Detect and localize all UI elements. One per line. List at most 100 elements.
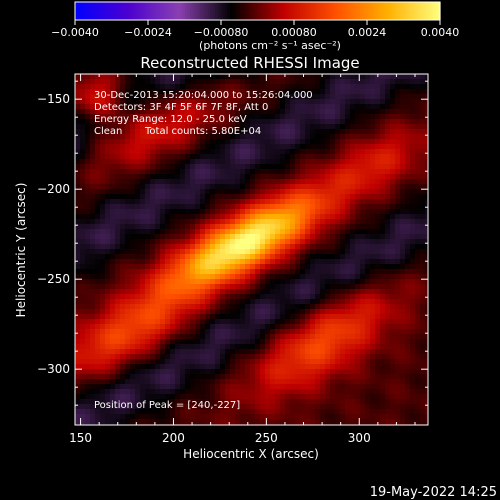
- heatmap-cell: [405, 109, 411, 115]
- heatmap-cell: [290, 109, 296, 115]
- heatmap-cell: [230, 174, 236, 180]
- heatmap-cell: [295, 329, 301, 335]
- heatmap-cell: [115, 149, 121, 155]
- heatmap-cell: [85, 84, 91, 90]
- heatmap-cell: [400, 344, 406, 350]
- heatmap-cell: [425, 99, 429, 105]
- heatmap-cell: [410, 404, 416, 410]
- colorbar-cell: [170, 2, 174, 20]
- heatmap-cell: [385, 154, 391, 160]
- heatmap-cell: [245, 234, 251, 240]
- heatmap-cell: [385, 284, 391, 290]
- heatmap-cell: [400, 279, 406, 285]
- heatmap-cell: [375, 309, 381, 315]
- heatmap-cell: [305, 284, 311, 290]
- heatmap-cell: [110, 214, 116, 220]
- heatmap-cell: [370, 349, 376, 355]
- heatmap-cell: [160, 144, 166, 150]
- heatmap-cell: [310, 104, 316, 110]
- colorbar-cell: [295, 2, 299, 20]
- heatmap-cell: [300, 194, 306, 200]
- heatmap-cell: [405, 289, 411, 295]
- heatmap-cell: [290, 179, 296, 185]
- heatmap-cell: [375, 84, 381, 90]
- heatmap-cell: [140, 224, 146, 230]
- heatmap-cell: [180, 174, 186, 180]
- heatmap-cell: [275, 129, 281, 135]
- heatmap-cell: [245, 224, 251, 230]
- heatmap-cell: [250, 334, 256, 340]
- heatmap-cell: [305, 354, 311, 360]
- heatmap-cell: [155, 104, 161, 110]
- heatmap-cell: [310, 249, 316, 255]
- heatmap-cell: [115, 364, 121, 370]
- heatmap-cell: [210, 144, 216, 150]
- heatmap-cell: [380, 404, 386, 410]
- heatmap-cell: [325, 184, 331, 190]
- heatmap-cell: [275, 94, 281, 100]
- heatmap-cell: [350, 374, 356, 380]
- heatmap-cell: [385, 279, 391, 285]
- heatmap-cell: [155, 199, 161, 205]
- heatmap-cell: [165, 199, 171, 205]
- heatmap-cell: [260, 259, 266, 265]
- heatmap-cell: [150, 404, 156, 410]
- heatmap-cell: [310, 189, 316, 195]
- heatmap-cell: [100, 344, 106, 350]
- heatmap-cell: [120, 114, 126, 120]
- heatmap-cell: [75, 264, 81, 270]
- heatmap-cell: [150, 294, 156, 300]
- heatmap-cell: [95, 174, 101, 180]
- heatmap-cell: [340, 279, 346, 285]
- heatmap-cell: [420, 359, 426, 365]
- heatmap-cell: [75, 284, 81, 290]
- heatmap-cell: [275, 299, 281, 305]
- heatmap-cell: [210, 264, 216, 270]
- heatmap-cell: [305, 244, 311, 250]
- heatmap-cell: [160, 94, 166, 100]
- heatmap-cell: [140, 229, 146, 235]
- heatmap-cell: [255, 369, 261, 375]
- heatmap-cell: [400, 124, 406, 130]
- heatmap-cell: [390, 84, 396, 90]
- heatmap-cell: [165, 189, 171, 195]
- heatmap-cell: [210, 299, 216, 305]
- heatmap-cell: [330, 289, 336, 295]
- heatmap-cell: [265, 184, 271, 190]
- heatmap-cell: [200, 339, 206, 345]
- heatmap-cell: [245, 119, 251, 125]
- heatmap-cell: [415, 124, 421, 130]
- heatmap-cell: [400, 214, 406, 220]
- heatmap-cell: [280, 114, 286, 120]
- heatmap-cell: [330, 109, 336, 115]
- heatmap-cell: [385, 274, 391, 280]
- heatmap-cell: [180, 304, 186, 310]
- heatmap-cell: [305, 369, 311, 375]
- heatmap-cell: [225, 104, 231, 110]
- heatmap-cell: [125, 319, 131, 325]
- heatmap-cell: [275, 404, 281, 410]
- heatmap-cell: [115, 189, 121, 195]
- heatmap-cell: [205, 134, 211, 140]
- heatmap-cell: [95, 109, 101, 115]
- heatmap-cell: [135, 244, 141, 250]
- heatmap-cell: [355, 99, 361, 105]
- heatmap-cell: [110, 139, 116, 145]
- heatmap-cell: [95, 139, 101, 145]
- heatmap-cell: [255, 79, 261, 85]
- heatmap-cell: [165, 114, 171, 120]
- heatmap-cell: [185, 109, 191, 115]
- heatmap-cell: [400, 119, 406, 125]
- heatmap-cell: [160, 184, 166, 190]
- heatmap-cell: [365, 184, 371, 190]
- heatmap-cell: [260, 379, 266, 385]
- heatmap-cell: [410, 239, 416, 245]
- heatmap-cell: [115, 159, 121, 165]
- heatmap-cell: [420, 324, 426, 330]
- heatmap-cell: [315, 149, 321, 155]
- heatmap-cell: [105, 104, 111, 110]
- heatmap-cell: [320, 274, 326, 280]
- heatmap-cell: [260, 84, 266, 90]
- heatmap-cell: [265, 89, 271, 95]
- heatmap-cell: [350, 334, 356, 340]
